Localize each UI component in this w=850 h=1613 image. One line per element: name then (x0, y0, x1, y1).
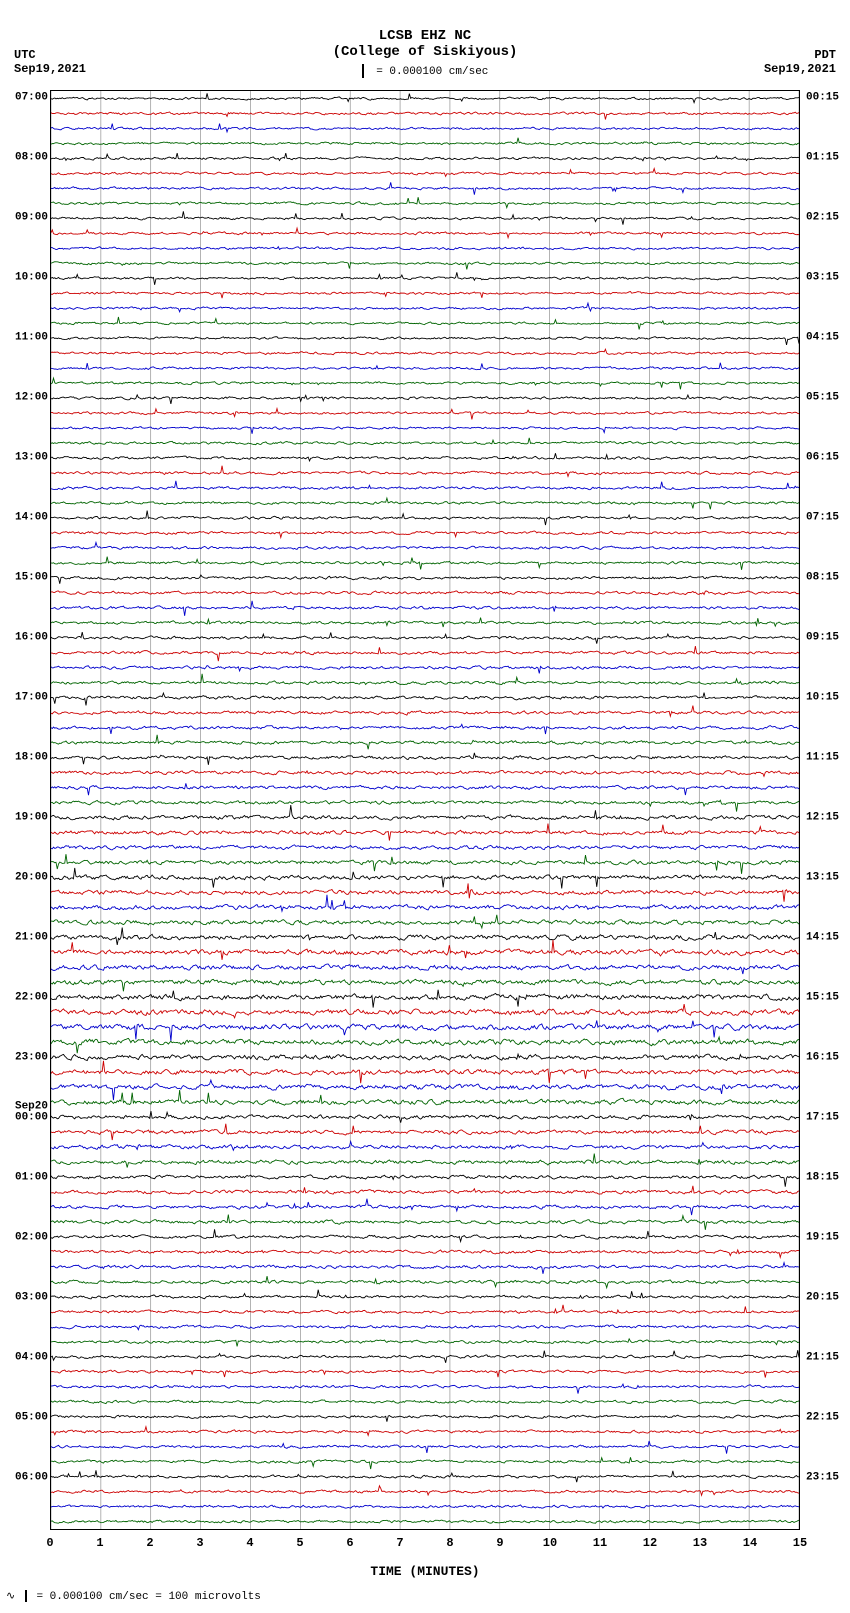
right-hour-label: 12:15 (806, 812, 850, 823)
right-hour-label: 07:15 (806, 512, 850, 523)
day-marker: Sep20 (0, 1101, 48, 1112)
tz-left-date: Sep19,2021 (14, 62, 86, 76)
footer-scale: ∿ = 0.000100 cm/sec = 100 microvolts (6, 1589, 261, 1603)
left-hour-label: 11:00 (0, 332, 48, 343)
right-hour-label: 01:15 (806, 152, 850, 163)
left-hour-label: 22:00 (0, 992, 48, 1003)
tz-right-label: PDT (764, 48, 836, 62)
scale-reference: = 0.000100 cm/sec (0, 60, 850, 84)
x-tick: 14 (743, 1536, 757, 1550)
left-hour-label: 17:00 (0, 692, 48, 703)
left-hour-label: 12:00 (0, 392, 48, 403)
right-hour-label: 15:15 (806, 992, 850, 1003)
x-tick: 7 (396, 1536, 403, 1550)
x-tick: 10 (543, 1536, 557, 1550)
station-subtitle: (College of Siskiyous) (0, 44, 850, 60)
tz-left-label: UTC (14, 48, 86, 62)
footer-wave-icon: ∿ (6, 1591, 15, 1603)
x-axis-label: TIME (MINUTES) (50, 1564, 800, 1579)
right-hour-label: 17:15 (806, 1112, 850, 1123)
right-hour-label: 20:15 (806, 1292, 850, 1303)
x-tick: 1 (96, 1536, 103, 1550)
left-hour-label: 23:00 (0, 1052, 48, 1063)
x-tick: 11 (593, 1536, 607, 1550)
right-hour-label: 21:15 (806, 1352, 850, 1363)
left-hour-label: 03:00 (0, 1292, 48, 1303)
footer-text: = 0.000100 cm/sec = 100 microvolts (36, 1591, 260, 1603)
left-hour-label: 16:00 (0, 632, 48, 643)
timezone-right: PDT Sep19,2021 (764, 48, 836, 76)
station-title: LCSB EHZ NC (0, 0, 850, 44)
left-hour-label: 05:00 (0, 1412, 48, 1423)
right-hour-label: 10:15 (806, 692, 850, 703)
left-hour-label: 20:00 (0, 872, 48, 883)
timezone-left: UTC Sep19,2021 (14, 48, 86, 76)
right-hour-label: 14:15 (806, 932, 850, 943)
right-time-labels: 00:15 01:15 02:15 03:15 04:15 05:15 06:15 07:15… (802, 90, 850, 1530)
tz-right-date: Sep19,2021 (764, 62, 836, 76)
left-hour-label: 13:00 (0, 452, 48, 463)
scale-text: = 0.000100 cm/sec (376, 66, 488, 78)
left-hour-label: 09:00 (0, 212, 48, 223)
seismogram-plot (50, 90, 800, 1530)
right-hour-label: 16:15 (806, 1052, 850, 1063)
left-hour-label: 02:00 (0, 1232, 48, 1243)
right-hour-label: 23:15 (806, 1472, 850, 1483)
right-hour-label: 22:15 (806, 1412, 850, 1423)
right-hour-label: 11:15 (806, 752, 850, 763)
right-hour-label: 08:15 (806, 572, 850, 583)
right-hour-label: 04:15 (806, 332, 850, 343)
left-hour-label: 07:00 (0, 92, 48, 103)
x-tick: 5 (296, 1536, 303, 1550)
x-tick: 6 (346, 1536, 353, 1550)
left-hour-label: 15:00 (0, 572, 48, 583)
left-time-labels: 07:00 08:00 09:00 10:00 11:00 12:00 13:00 14:00… (0, 90, 48, 1530)
right-hour-label: 18:15 (806, 1172, 850, 1183)
left-hour-label: 01:00 (0, 1172, 48, 1183)
left-hour-label: 06:00 (0, 1472, 48, 1483)
right-hour-label: 13:15 (806, 872, 850, 883)
left-hour-label: 21:00 (0, 932, 48, 943)
right-hour-label: 06:15 (806, 452, 850, 463)
x-tick: 4 (246, 1536, 253, 1550)
right-hour-label: 05:15 (806, 392, 850, 403)
x-tick: 13 (693, 1536, 707, 1550)
x-tick: 8 (446, 1536, 453, 1550)
x-tick: 3 (196, 1536, 203, 1550)
x-axis: 0123456789101112131415 TIME (MINUTES) (50, 1536, 800, 1576)
footer-bar-icon (25, 1590, 27, 1602)
right-hour-label: 19:15 (806, 1232, 850, 1243)
left-hour-label: 00:00 (0, 1112, 48, 1123)
x-tick: 2 (146, 1536, 153, 1550)
left-hour-label: 08:00 (0, 152, 48, 163)
seismogram-svg (51, 91, 799, 1529)
x-tick: 15 (793, 1536, 807, 1550)
left-hour-label: 19:00 (0, 812, 48, 823)
right-hour-label: 09:15 (806, 632, 850, 643)
right-hour-label: 00:15 (806, 92, 850, 103)
right-hour-label: 02:15 (806, 212, 850, 223)
left-hour-label: 14:00 (0, 512, 48, 523)
x-ticks: 0123456789101112131415 (50, 1536, 800, 1550)
x-tick: 0 (46, 1536, 53, 1550)
scale-bar-icon (362, 64, 364, 78)
x-tick: 9 (496, 1536, 503, 1550)
x-tick: 12 (643, 1536, 657, 1550)
left-hour-label: 18:00 (0, 752, 48, 763)
left-hour-label: 04:00 (0, 1352, 48, 1363)
left-hour-label: 10:00 (0, 272, 48, 283)
right-hour-label: 03:15 (806, 272, 850, 283)
